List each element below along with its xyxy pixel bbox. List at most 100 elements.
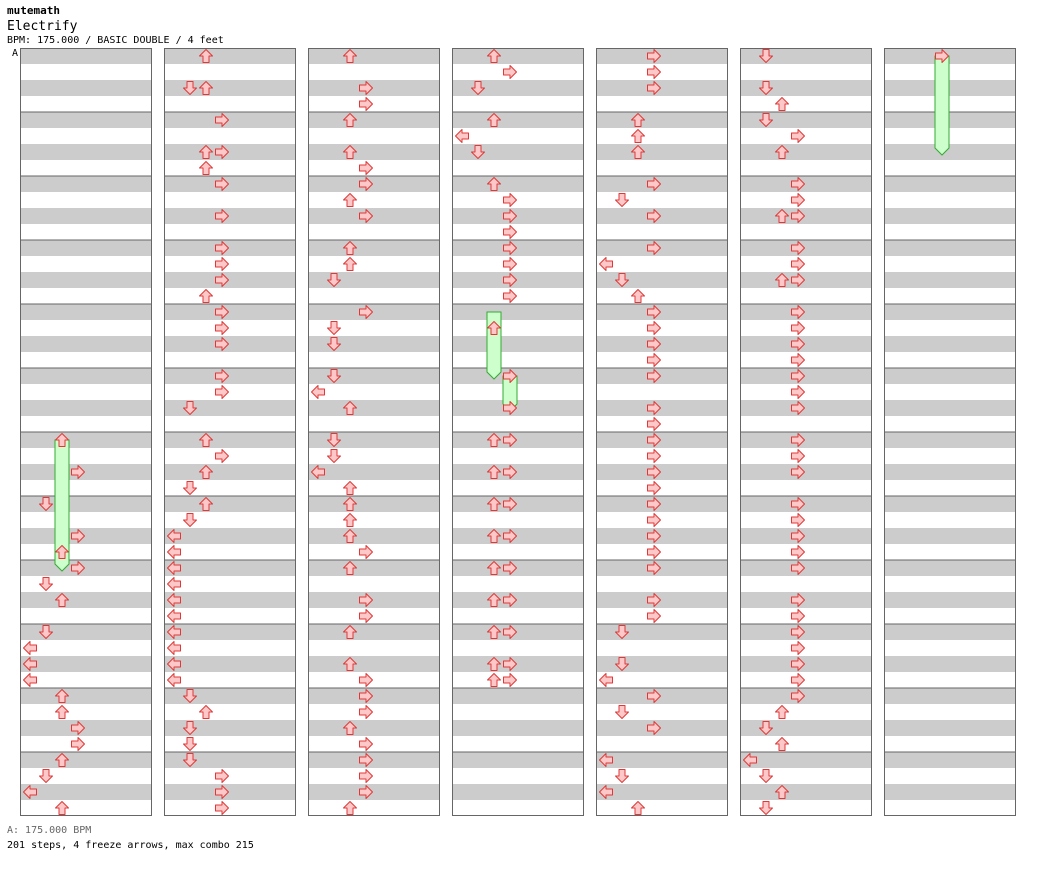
down-arrow	[615, 193, 629, 207]
right-arrow	[791, 321, 805, 335]
footer-stats: 201 steps, 4 freeze arrows, max combo 21…	[7, 840, 254, 851]
up-arrow	[55, 705, 69, 719]
right-arrow	[647, 49, 661, 63]
right-arrow	[359, 673, 373, 687]
up-arrow	[487, 497, 501, 511]
song-title: Electrify	[7, 19, 78, 34]
right-arrow	[791, 193, 805, 207]
chart-column	[596, 48, 728, 816]
right-arrow	[647, 449, 661, 463]
right-arrow	[791, 129, 805, 143]
footer-bpm: A: 175.000 BPM	[7, 825, 92, 836]
chart-column	[308, 48, 440, 816]
chart-info: BPM: 175.000 / BASIC DOUBLE / 4 feet	[7, 35, 224, 46]
down-arrow	[183, 513, 197, 527]
up-arrow	[55, 545, 69, 559]
right-arrow	[647, 497, 661, 511]
right-arrow	[359, 785, 373, 799]
right-arrow	[503, 401, 517, 415]
up-arrow	[55, 801, 69, 815]
up-arrow	[55, 593, 69, 607]
right-arrow	[791, 401, 805, 415]
right-arrow	[791, 385, 805, 399]
up-arrow	[631, 129, 645, 143]
left-arrow	[23, 673, 37, 687]
up-arrow	[487, 625, 501, 639]
freeze-arrow	[934, 55, 950, 156]
right-arrow	[647, 529, 661, 543]
left-arrow	[23, 657, 37, 671]
left-arrow	[599, 753, 613, 767]
right-arrow	[647, 417, 661, 431]
left-arrow	[167, 577, 181, 591]
down-arrow	[327, 449, 341, 463]
right-arrow	[791, 561, 805, 575]
right-arrow	[215, 145, 229, 159]
artist-name: mutemath	[7, 4, 60, 17]
up-arrow	[199, 161, 213, 175]
down-arrow	[759, 801, 773, 815]
right-arrow	[647, 513, 661, 527]
up-arrow	[343, 193, 357, 207]
right-arrow	[647, 433, 661, 447]
up-arrow	[631, 113, 645, 127]
left-arrow	[311, 385, 325, 399]
right-arrow	[359, 305, 373, 319]
left-arrow	[599, 257, 613, 271]
up-arrow	[343, 529, 357, 543]
down-arrow	[39, 625, 53, 639]
right-arrow	[791, 545, 805, 559]
up-arrow	[343, 801, 357, 815]
up-arrow	[775, 209, 789, 223]
right-arrow	[647, 353, 661, 367]
left-arrow	[23, 785, 37, 799]
right-arrow	[359, 81, 373, 95]
up-arrow	[487, 465, 501, 479]
left-arrow	[167, 593, 181, 607]
right-arrow	[647, 369, 661, 383]
down-arrow	[615, 769, 629, 783]
right-arrow	[791, 657, 805, 671]
down-arrow	[471, 145, 485, 159]
right-arrow	[71, 465, 85, 479]
up-arrow	[487, 321, 501, 335]
right-arrow	[647, 593, 661, 607]
up-arrow	[199, 497, 213, 511]
right-arrow	[359, 545, 373, 559]
right-arrow	[359, 161, 373, 175]
up-arrow	[55, 433, 69, 447]
chart-column	[164, 48, 296, 816]
right-arrow	[647, 561, 661, 575]
left-arrow	[167, 561, 181, 575]
down-arrow	[327, 273, 341, 287]
up-arrow	[775, 273, 789, 287]
down-arrow	[615, 657, 629, 671]
right-arrow	[647, 209, 661, 223]
right-arrow	[215, 369, 229, 383]
right-arrow	[503, 465, 517, 479]
down-arrow	[327, 337, 341, 351]
right-arrow	[647, 337, 661, 351]
right-arrow	[215, 385, 229, 399]
right-arrow	[647, 481, 661, 495]
right-arrow	[215, 209, 229, 223]
right-arrow	[359, 705, 373, 719]
right-arrow	[503, 209, 517, 223]
right-arrow	[215, 113, 229, 127]
right-arrow	[791, 257, 805, 271]
right-arrow	[215, 273, 229, 287]
right-arrow	[359, 737, 373, 751]
left-arrow	[167, 641, 181, 655]
right-arrow	[791, 337, 805, 351]
right-arrow	[791, 353, 805, 367]
left-arrow	[167, 609, 181, 623]
up-arrow	[487, 49, 501, 63]
down-arrow	[759, 81, 773, 95]
right-arrow	[503, 193, 517, 207]
up-arrow	[487, 593, 501, 607]
down-arrow	[39, 497, 53, 511]
down-arrow	[615, 625, 629, 639]
right-arrow	[359, 753, 373, 767]
right-arrow	[359, 689, 373, 703]
up-arrow	[199, 49, 213, 63]
